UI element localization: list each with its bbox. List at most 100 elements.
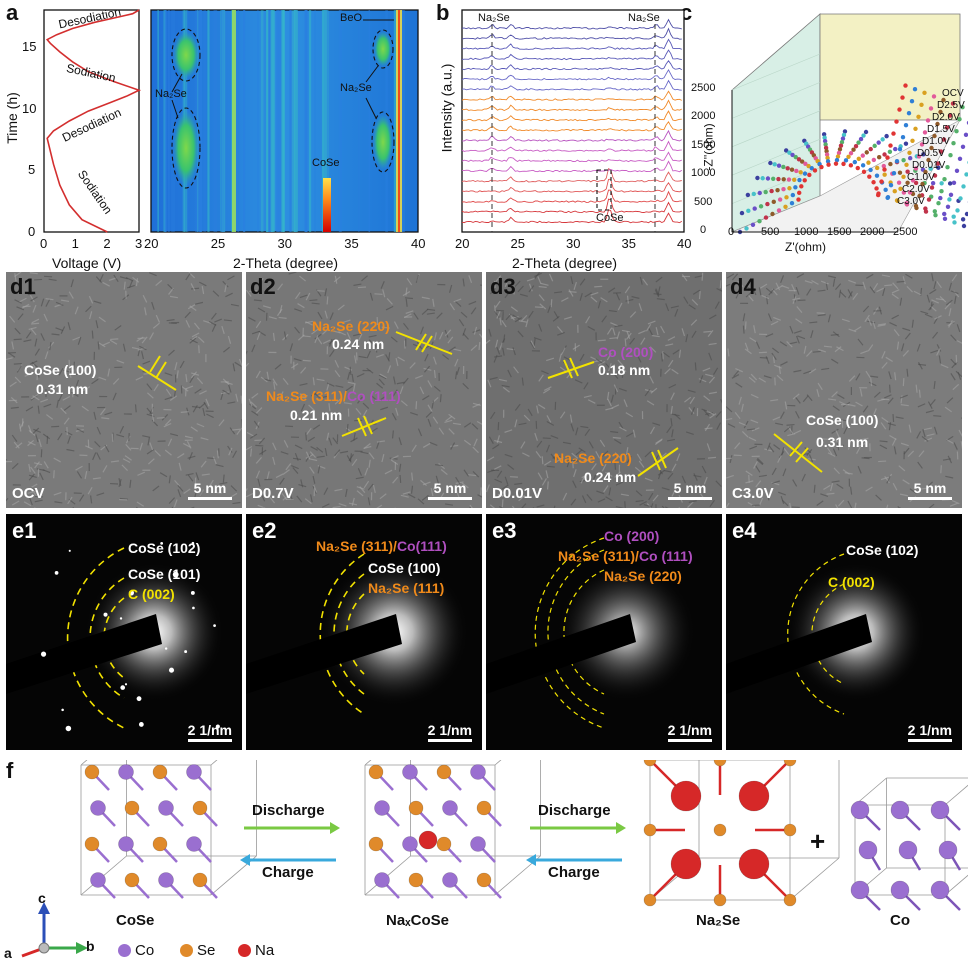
tem-grain bbox=[11, 434, 18, 442]
tem-grain bbox=[363, 445, 372, 449]
tem-grain bbox=[450, 444, 459, 447]
tem-grain bbox=[142, 435, 151, 438]
panel-b-ylabel: Intensity (a.u.) bbox=[438, 63, 455, 153]
crystal-na2se bbox=[643, 760, 840, 907]
tem-grain bbox=[472, 446, 479, 454]
tem-grain bbox=[16, 365, 22, 373]
tem-grain bbox=[455, 490, 460, 499]
tem-grain bbox=[30, 394, 39, 400]
tem-grain bbox=[255, 444, 264, 447]
tem-grain bbox=[816, 500, 824, 506]
tem-grain bbox=[32, 304, 37, 313]
panel-label-a: a bbox=[6, 0, 19, 25]
tem-grain bbox=[651, 334, 660, 338]
tem-grain bbox=[54, 501, 63, 504]
d2-annotation-na2se-220: Na₂Se (220) bbox=[312, 318, 390, 334]
tem-grain bbox=[386, 298, 393, 305]
tem-grain bbox=[657, 286, 661, 295]
tem-grain bbox=[355, 476, 364, 480]
beam-stop bbox=[6, 614, 162, 694]
tem-grain bbox=[771, 347, 780, 354]
tem-grain bbox=[188, 452, 193, 460]
tem-grain bbox=[917, 403, 926, 408]
eis-gridline bbox=[731, 53, 821, 91]
tem-grain bbox=[332, 437, 339, 445]
tem-grain bbox=[748, 436, 757, 442]
tem-grain bbox=[726, 406, 733, 413]
tem-grain bbox=[546, 481, 549, 490]
eis-state-label: D1.0V bbox=[922, 136, 950, 147]
tem-grain bbox=[902, 479, 910, 485]
tem-grain bbox=[756, 458, 764, 466]
d4-annotation-spacing: 0.31 nm bbox=[816, 434, 869, 450]
tem-grain bbox=[809, 368, 817, 374]
eis-point bbox=[855, 165, 860, 171]
tem-grain bbox=[122, 343, 126, 352]
diffraction-spot bbox=[164, 647, 168, 650]
tem-grain bbox=[683, 296, 689, 304]
tem-grain bbox=[202, 408, 206, 417]
lattice-marker-d3b bbox=[637, 447, 679, 477]
co-atom bbox=[90, 800, 106, 816]
tem-grain bbox=[478, 333, 482, 339]
tem-grain bbox=[427, 404, 433, 413]
xrd-pattern-line bbox=[462, 160, 683, 173]
tem-grain bbox=[142, 360, 151, 365]
tem-grain bbox=[432, 298, 435, 307]
tem-grain bbox=[930, 349, 939, 354]
tem-grain bbox=[536, 504, 545, 508]
eis-tail-point bbox=[951, 141, 956, 146]
tem-grain bbox=[661, 505, 665, 508]
eis-point bbox=[758, 204, 764, 209]
tem-grain bbox=[584, 292, 592, 298]
tem-grain bbox=[513, 366, 519, 374]
tem-grain bbox=[274, 363, 282, 370]
tem-grain bbox=[587, 399, 596, 404]
tem-grain bbox=[294, 326, 301, 334]
tem-grain bbox=[579, 479, 588, 483]
tem-grain bbox=[597, 498, 606, 503]
tem-grain bbox=[70, 279, 74, 288]
tem-grain bbox=[250, 448, 253, 457]
tem-grain bbox=[470, 344, 478, 352]
tem-grain bbox=[559, 411, 566, 419]
tem-grain bbox=[499, 317, 502, 326]
tem-grain bbox=[173, 499, 178, 508]
tem-grain bbox=[75, 465, 83, 471]
heatmap-stripe bbox=[358, 10, 360, 232]
tem-grain bbox=[185, 385, 194, 390]
se-atom bbox=[643, 760, 657, 767]
tem-grain bbox=[770, 399, 779, 402]
tem-grain bbox=[795, 286, 800, 295]
tem-grain bbox=[538, 294, 545, 302]
tem-grain bbox=[174, 362, 178, 371]
tem-grain bbox=[152, 485, 160, 492]
tem-grain bbox=[116, 359, 125, 364]
tem-grain bbox=[553, 454, 562, 460]
tem-grain bbox=[780, 496, 785, 505]
tem-grain bbox=[878, 460, 887, 463]
tem-grain bbox=[684, 396, 692, 403]
panel-label-d1: d1 bbox=[10, 274, 36, 299]
tem-grain bbox=[646, 400, 655, 406]
xrd-pattern-line bbox=[461, 99, 683, 112]
tem-grain bbox=[378, 395, 387, 402]
tem-grain bbox=[164, 419, 172, 426]
eis-tail-point bbox=[879, 179, 884, 184]
eis-tail-point bbox=[958, 196, 963, 201]
eis-point bbox=[947, 197, 952, 202]
eis-back-wall-left bbox=[731, 13, 821, 233]
tem-grain bbox=[758, 287, 762, 296]
tem-grain bbox=[448, 428, 455, 435]
tem-grain bbox=[478, 341, 481, 351]
tem-grain bbox=[806, 288, 812, 296]
tem-grain bbox=[199, 390, 207, 395]
tem-grain bbox=[905, 273, 913, 279]
tem-grain bbox=[139, 345, 147, 351]
eis-point bbox=[928, 166, 933, 171]
xrd-pattern-line bbox=[461, 49, 682, 61]
tem-grain bbox=[439, 394, 442, 403]
panel-b-figure bbox=[461, 9, 685, 233]
tem-grain bbox=[957, 371, 962, 380]
xrd-pattern-line bbox=[461, 110, 682, 122]
